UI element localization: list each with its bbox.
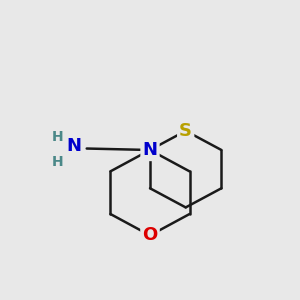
Text: N: N — [142, 141, 158, 159]
Text: N: N — [66, 136, 81, 154]
Text: O: O — [142, 226, 158, 244]
Text: S: S — [179, 122, 192, 140]
Text: H: H — [51, 130, 63, 144]
Text: H: H — [51, 155, 63, 169]
